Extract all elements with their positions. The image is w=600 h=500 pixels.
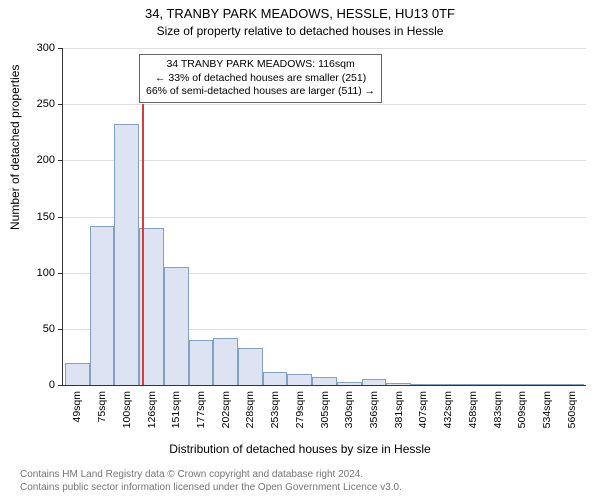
y-tick bbox=[58, 104, 63, 105]
chart-title-address: 34, TRANBY PARK MEADOWS, HESSLE, HU13 0T… bbox=[0, 6, 600, 21]
y-tick-label: 100 bbox=[37, 267, 55, 279]
x-tick-label: 560sqm bbox=[566, 391, 578, 428]
x-tick-label: 330sqm bbox=[343, 391, 355, 428]
chart-subtitle: Size of property relative to detached ho… bbox=[0, 24, 600, 38]
histogram-bar bbox=[287, 374, 312, 385]
y-tick bbox=[58, 160, 63, 161]
histogram-bar bbox=[337, 382, 362, 385]
y-tick bbox=[58, 48, 63, 49]
x-tick-label: 253sqm bbox=[269, 391, 281, 428]
histogram-bar bbox=[213, 338, 238, 385]
y-tick-label: 250 bbox=[37, 98, 55, 110]
histogram-bar bbox=[65, 363, 90, 385]
annotation-box: 34 TRANBY PARK MEADOWS: 116sqm ← 33% of … bbox=[139, 54, 382, 103]
x-tick-label: 126sqm bbox=[146, 391, 158, 428]
histogram-bar bbox=[189, 340, 214, 385]
plot-area: 34 TRANBY PARK MEADOWS: 116sqm ← 33% of … bbox=[62, 48, 586, 386]
gridline bbox=[63, 48, 586, 49]
histogram-bar bbox=[411, 384, 436, 385]
y-tick bbox=[58, 217, 63, 218]
footer-line-2: Contains public sector information licen… bbox=[20, 482, 590, 495]
annotation-line-2: ← 33% of detached houses are smaller (25… bbox=[146, 72, 375, 86]
annotation-line-1: 34 TRANBY PARK MEADOWS: 116sqm bbox=[146, 58, 375, 72]
x-tick-label: 75sqm bbox=[96, 391, 108, 423]
histogram-bar bbox=[263, 372, 288, 385]
x-tick-label: 177sqm bbox=[195, 391, 207, 428]
y-tick-label: 200 bbox=[37, 154, 55, 166]
y-tick-label: 0 bbox=[49, 379, 55, 391]
x-tick-label: 483sqm bbox=[492, 391, 504, 428]
x-tick-label: 381sqm bbox=[393, 391, 405, 428]
x-tick-label: 202sqm bbox=[220, 391, 232, 428]
x-tick-label: 407sqm bbox=[417, 391, 429, 428]
attribution-footer: Contains HM Land Registry data © Crown c… bbox=[20, 469, 590, 494]
x-tick-label: 305sqm bbox=[319, 391, 331, 428]
y-tick bbox=[58, 385, 63, 386]
x-tick-label: 356sqm bbox=[368, 391, 380, 428]
x-tick-label: 228sqm bbox=[244, 391, 256, 428]
histogram-bar bbox=[312, 377, 337, 385]
property-size-histogram: 34, TRANBY PARK MEADOWS, HESSLE, HU13 0T… bbox=[0, 0, 600, 500]
histogram-bar bbox=[114, 124, 139, 385]
histogram-bar bbox=[436, 384, 461, 385]
annotation-line-3: 66% of semi-detached houses are larger (… bbox=[146, 85, 375, 99]
histogram-bar bbox=[238, 348, 263, 385]
histogram-bar bbox=[535, 384, 560, 385]
y-tick bbox=[58, 273, 63, 274]
x-tick-label: 151sqm bbox=[170, 391, 182, 428]
histogram-bar bbox=[362, 379, 387, 385]
histogram-bar bbox=[386, 383, 411, 385]
histogram-bar bbox=[559, 384, 584, 385]
histogram-bar bbox=[485, 384, 510, 385]
y-tick-label: 150 bbox=[37, 211, 55, 223]
x-tick-label: 279sqm bbox=[294, 391, 306, 428]
x-tick-label: 509sqm bbox=[516, 391, 528, 428]
x-tick-label: 432sqm bbox=[442, 391, 454, 428]
y-tick bbox=[58, 329, 63, 330]
x-tick-label: 100sqm bbox=[121, 391, 133, 428]
histogram-bar bbox=[90, 226, 115, 386]
x-axis-label: Distribution of detached houses by size … bbox=[0, 442, 600, 456]
property-marker-line bbox=[142, 104, 144, 385]
x-tick-label: 534sqm bbox=[541, 391, 553, 428]
x-tick-label: 458sqm bbox=[467, 391, 479, 428]
y-axis-label: Number of detached properties bbox=[8, 65, 22, 230]
x-tick-label: 49sqm bbox=[71, 391, 83, 423]
y-tick-label: 50 bbox=[43, 323, 55, 335]
y-tick-label: 300 bbox=[37, 42, 55, 54]
histogram-bar bbox=[510, 384, 535, 385]
footer-line-1: Contains HM Land Registry data © Crown c… bbox=[20, 469, 590, 482]
histogram-bar bbox=[460, 384, 485, 385]
histogram-bar bbox=[164, 267, 189, 385]
